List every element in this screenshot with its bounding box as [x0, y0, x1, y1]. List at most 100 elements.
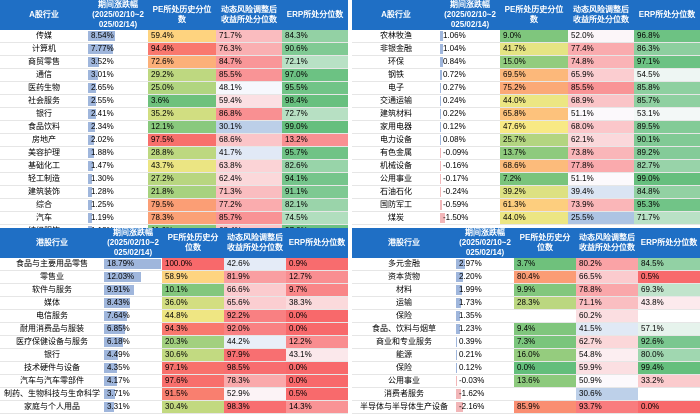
header-change[interactable]: 期间涨跌幅 (2025/02/10~2 025/02/14) — [88, 0, 148, 30]
table-row[interactable]: 食品饮料 2.34% 12.1% 30.1% 99.0% — [0, 120, 348, 134]
table-row[interactable]: 钢铁 0.72% 69.5% 65.9% 54.5% — [352, 68, 700, 82]
table-row[interactable]: 医药生物 2.65% 25.0% 48.1% 95.5% — [0, 81, 348, 95]
header-pe[interactable]: PE所处历史分位数 — [514, 228, 576, 258]
table-row[interactable]: 通信 3.01% 29.2% 85.5% 97.0% — [0, 68, 348, 82]
risk-adjusted-return-percentile: 78.3% — [224, 374, 286, 388]
pe-percentile: 13.6% — [514, 374, 576, 388]
header-erp[interactable]: ERP所处分位数 — [638, 228, 700, 258]
table-row[interactable]: 商业和专业服务 0.39% 7.3% 62.7% 92.6% — [352, 335, 700, 349]
pe-percentile: 75.2% — [500, 81, 568, 95]
table-row[interactable]: 银行 2.41% 35.2% 86.8% 72.7% — [0, 107, 348, 121]
industry-name: 轻工制造 — [0, 172, 88, 186]
table-row[interactable]: 家庭与个人用品 3.31% 30.4% 98.3% 14.3% — [0, 400, 348, 414]
header-erp[interactable]: ERP所处分位数 — [282, 0, 348, 30]
table-row[interactable]: 媒体 8.43% 36.0% 65.6% 38.3% — [0, 296, 348, 310]
header-change[interactable]: 期间涨跌幅 (2025/02/10~2 025/02/14) — [104, 228, 162, 258]
header-risk[interactable]: 动态风险调整后收益所处分位数 — [224, 228, 286, 258]
header-risk[interactable]: 动态风险调整后收益所处分位数 — [568, 0, 634, 30]
table-row[interactable]: 机械设备 -0.16% 68.6% 77.8% 82.7% — [352, 159, 700, 173]
table-row[interactable]: 耐用消费品与服装 6.85% 94.3% 92.0% 0.0% — [0, 322, 348, 336]
table-row[interactable]: 能源 0.21% 16.0% 54.8% 80.0% — [352, 348, 700, 362]
table-row[interactable]: 有色金属 -0.09% 13.7% 73.8% 89.2% — [352, 146, 700, 160]
table-row[interactable]: 传媒 8.54% 59.4% 71.7% 84.3% — [0, 30, 348, 43]
table-row[interactable]: 保险 1.35% 60.2% — [352, 309, 700, 323]
change-bar — [440, 213, 445, 223]
table-row[interactable]: 电信服务 7.64% 44.8% 92.2% 0.0% — [0, 309, 348, 323]
table-row[interactable]: 社会服务 2.55% 3.6% 59.4% 98.4% — [0, 94, 348, 108]
pe-percentile: 78.3% — [148, 211, 216, 225]
header-erp[interactable]: ERP所处分位数 — [286, 228, 348, 258]
table-row[interactable]: 环保 0.84% 15.0% 74.8% 97.1% — [352, 55, 700, 69]
header-risk[interactable]: 动态风险调整后收益所处分位数 — [576, 228, 638, 258]
table-row[interactable]: 计算机 7.77% 94.4% 76.3% 90.6% — [0, 42, 348, 56]
table-row[interactable]: 石油石化 -0.24% 39.2% 39.4% 84.8% — [352, 185, 700, 199]
header-erp[interactable]: ERP所处分位数 — [634, 0, 700, 30]
table-row[interactable]: 房地产 2.02% 97.5% 68.6% 13.2% — [0, 133, 348, 147]
table-row[interactable]: 零售业 12.03% 58.9% 81.9% 12.7% — [0, 270, 348, 284]
industry-name: 非银金融 — [352, 42, 440, 56]
risk-adjusted-return-percentile: 92.2% — [224, 309, 286, 323]
risk-adjusted-return-percentile: 52.0% — [568, 30, 634, 43]
table-row[interactable]: 煤炭 -1.50% 44.0% 25.5% 71.7% — [352, 211, 700, 225]
change-bar — [456, 350, 458, 360]
table-row[interactable]: 非银金融 1.04% 41.7% 77.4% 86.3% — [352, 42, 700, 56]
change-value: 2.34% — [91, 122, 114, 131]
period-change-cell: 8.54% — [88, 30, 148, 43]
risk-adjusted-return-percentile: 66.6% — [224, 283, 286, 297]
table-row[interactable]: 资本货物 2.20% 80.4% 66.5% 0.5% — [352, 270, 700, 284]
header-change[interactable]: 期间涨跌幅 (2025/02/10~2 025/02/14) — [456, 228, 514, 258]
header-industry[interactable]: 港股行业 — [0, 228, 104, 258]
table-row[interactable]: 食品、饮料与烟草 1.23% 9.4% 41.5% 57.1% — [352, 322, 700, 336]
table-row[interactable]: 食品与主要用品零售 18.79% 100.0% 42.6% 0.9% — [0, 258, 348, 271]
erp-percentile: 38.3% — [286, 296, 348, 310]
table-row[interactable]: 电子 0.27% 75.2% 85.5% 85.8% — [352, 81, 700, 95]
period-change-cell: -0.17% — [440, 172, 500, 186]
header-change[interactable]: 期间涨跌幅 (2025/02/10~2 025/02/14) — [440, 0, 500, 30]
a-left-body: 传媒 8.54% 59.4% 71.7% 84.3% 计算机 7.77% 94.4% 76.3%… — [0, 30, 348, 238]
table-row[interactable]: 多元金融 2.97% 3.7% 80.2% 84.5% — [352, 258, 700, 271]
header-industry[interactable]: A股行业 — [0, 0, 88, 30]
table-row[interactable]: 建筑装饰 1.28% 21.8% 71.3% 91.1% — [0, 185, 348, 199]
table-row[interactable]: 建筑材料 0.22% 65.8% 51.1% 53.1% — [352, 107, 700, 121]
change-value: 0.22% — [443, 109, 466, 118]
table-row[interactable]: 软件与服务 9.91% 10.1% 66.6% 9.7% — [0, 283, 348, 297]
industry-name: 家用电器 — [352, 120, 440, 134]
table-row[interactable]: 医疗保健设备与服务 6.18% 20.3% 44.2% 12.2% — [0, 335, 348, 349]
change-bar — [88, 83, 97, 93]
table-row[interactable]: 综合 1.25% 79.5% 77.2% 82.1% — [0, 198, 348, 212]
table-row[interactable]: 美容护理 1.88% 28.8% 41.7% 95.7% — [0, 146, 348, 160]
table-row[interactable]: 汽车 1.19% 78.3% 85.7% 74.5% — [0, 211, 348, 225]
table-row[interactable]: 国防军工 -0.59% 61.3% 73.9% 95.3% — [352, 198, 700, 212]
table-row[interactable]: 轻工制造 1.30% 27.2% 62.4% 94.1% — [0, 172, 348, 186]
table-row[interactable]: 保险 0.12% 0.0% 59.9% 99.4% — [352, 361, 700, 375]
table-row[interactable]: 技术硬件与设备 4.35% 97.1% 98.5% 0.0% — [0, 361, 348, 375]
table-row[interactable]: 材料 1.99% 9.9% 78.8% 69.3% — [352, 283, 700, 297]
table-row[interactable]: 银行 4.49% 30.6% 97.9% 43.1% — [0, 348, 348, 362]
change-bar — [440, 31, 444, 41]
header-pe[interactable]: PE所处历史分位数 — [500, 0, 568, 30]
table-row[interactable]: 农林牧渔 1.06% 9.0% 52.0% 96.8% — [352, 30, 700, 43]
table-row[interactable]: 公用事业 -0.17% 7.2% 51.1% 99.0% — [352, 172, 700, 186]
industry-name: 电信服务 — [0, 309, 104, 323]
header-industry[interactable]: A股行业 — [352, 0, 440, 30]
table-row[interactable]: 消费者服务 -1.62% 30.6% — [352, 387, 700, 401]
table-row[interactable]: 交通运输 0.24% 44.0% 68.9% 85.7% — [352, 94, 700, 108]
change-bar — [440, 44, 444, 54]
table-row[interactable]: 汽车与汽车零部件 4.17% 97.6% 78.3% 0.0% — [0, 374, 348, 388]
industry-name: 建筑装饰 — [0, 185, 88, 199]
risk-adjusted-return-percentile: 68.0% — [568, 120, 634, 134]
table-row[interactable]: 电力设备 0.08% 25.7% 62.1% 90.1% — [352, 133, 700, 147]
table-row[interactable]: 商贸零售 3.52% 72.6% 84.7% 72.1% — [0, 55, 348, 69]
table-row[interactable]: 家用电器 0.12% 47.6% 68.0% 89.5% — [352, 120, 700, 134]
header-industry[interactable]: 港股行业 — [352, 228, 456, 258]
risk-adjusted-return-percentile: 41.5% — [576, 322, 638, 336]
table-row[interactable]: 制药、生物科技与生命科学 3.71% 91.5% 52.9% 0.5% — [0, 387, 348, 401]
table-row[interactable]: 运输 1.73% 28.3% 71.1% 43.8% — [352, 296, 700, 310]
change-bar — [104, 337, 123, 347]
table-row[interactable]: 半导体与半导体生产设备 -2.16% 85.9% 93.7% 0.0% — [352, 400, 700, 414]
table-row[interactable]: 公用事业 -0.03% 13.6% 50.9% 33.2% — [352, 374, 700, 388]
header-pe[interactable]: PE所处历史分位数 — [162, 228, 224, 258]
table-row[interactable]: 基础化工 1.47% 43.7% 63.8% 82.6% — [0, 159, 348, 173]
header-pe[interactable]: PE所处历史分位数 — [148, 0, 216, 30]
header-risk[interactable]: 动态风险调整后收益所处分位数 — [216, 0, 282, 30]
